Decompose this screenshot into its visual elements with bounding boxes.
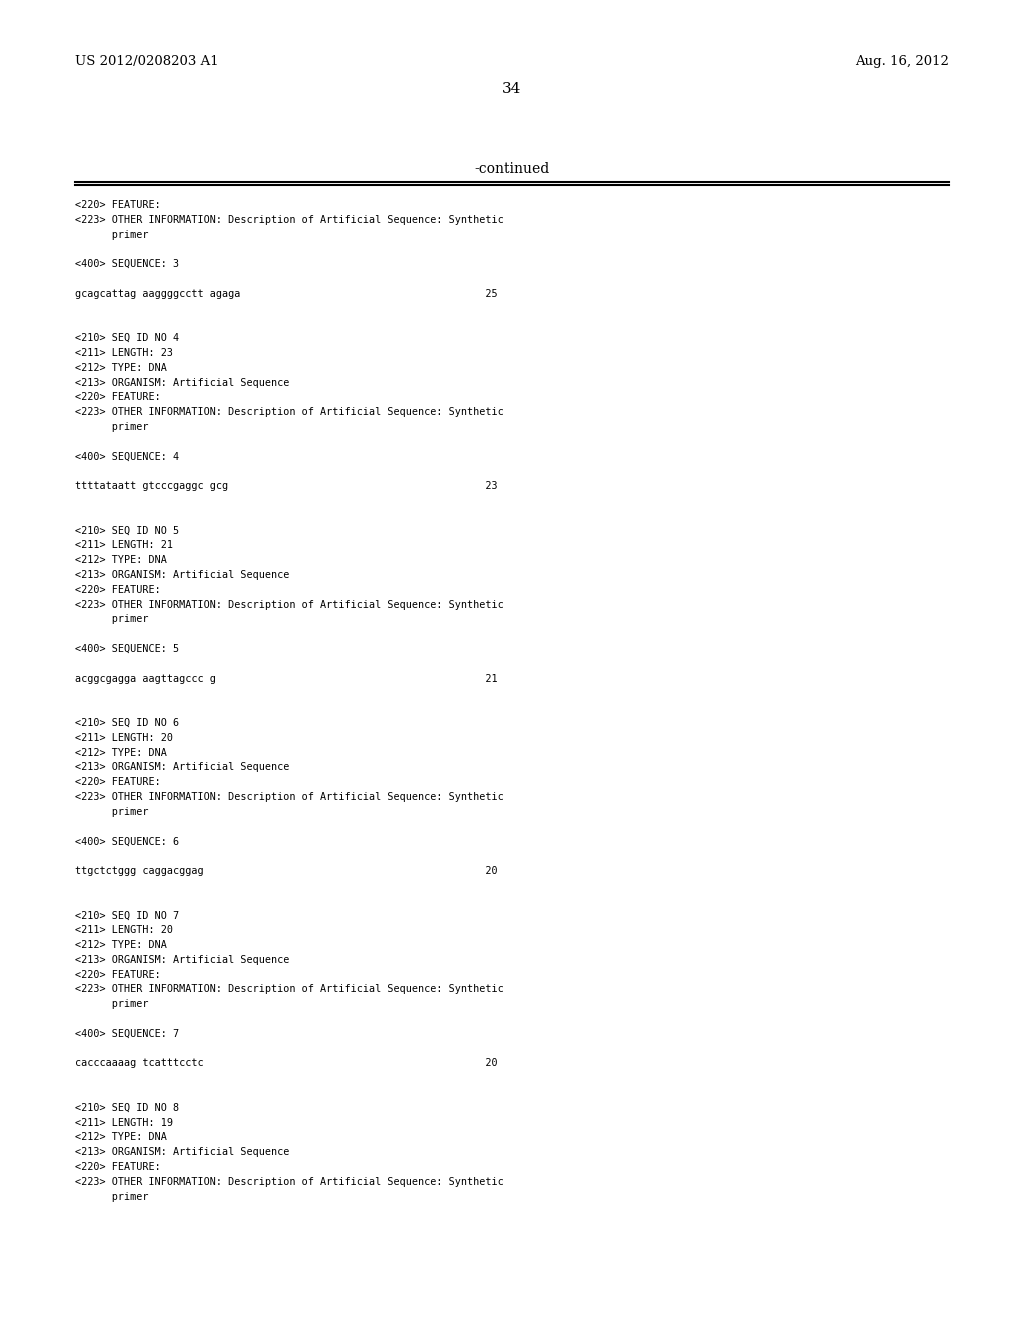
Text: <213> ORGANISM: Artificial Sequence: <213> ORGANISM: Artificial Sequence <box>75 763 290 772</box>
Text: <212> TYPE: DNA: <212> TYPE: DNA <box>75 556 167 565</box>
Text: primer: primer <box>75 999 148 1010</box>
Text: 34: 34 <box>503 82 521 96</box>
Text: <223> OTHER INFORMATION: Description of Artificial Sequence: Synthetic: <223> OTHER INFORMATION: Description of … <box>75 599 504 610</box>
Text: ttttataatt gtcccgaggc gcg                                          23: ttttataatt gtcccgaggc gcg 23 <box>75 482 498 491</box>
Text: <220> FEATURE:: <220> FEATURE: <box>75 392 161 403</box>
Text: <400> SEQUENCE: 5: <400> SEQUENCE: 5 <box>75 644 179 653</box>
Text: <223> OTHER INFORMATION: Description of Artificial Sequence: Synthetic: <223> OTHER INFORMATION: Description of … <box>75 985 504 994</box>
Text: <223> OTHER INFORMATION: Description of Artificial Sequence: Synthetic: <223> OTHER INFORMATION: Description of … <box>75 407 504 417</box>
Text: <211> LENGTH: 23: <211> LENGTH: 23 <box>75 348 173 358</box>
Text: <223> OTHER INFORMATION: Description of Artificial Sequence: Synthetic: <223> OTHER INFORMATION: Description of … <box>75 215 504 224</box>
Text: <210> SEQ ID NO 7: <210> SEQ ID NO 7 <box>75 911 179 920</box>
Text: <211> LENGTH: 21: <211> LENGTH: 21 <box>75 540 173 550</box>
Text: primer: primer <box>75 614 148 624</box>
Text: <211> LENGTH: 20: <211> LENGTH: 20 <box>75 733 173 743</box>
Text: <223> OTHER INFORMATION: Description of Artificial Sequence: Synthetic: <223> OTHER INFORMATION: Description of … <box>75 792 504 803</box>
Text: <400> SEQUENCE: 7: <400> SEQUENCE: 7 <box>75 1028 179 1039</box>
Text: <220> FEATURE:: <220> FEATURE: <box>75 201 161 210</box>
Text: primer: primer <box>75 230 148 240</box>
Text: <210> SEQ ID NO 6: <210> SEQ ID NO 6 <box>75 718 179 729</box>
Text: <211> LENGTH: 20: <211> LENGTH: 20 <box>75 925 173 935</box>
Text: <212> TYPE: DNA: <212> TYPE: DNA <box>75 747 167 758</box>
Text: Aug. 16, 2012: Aug. 16, 2012 <box>855 55 949 69</box>
Text: <211> LENGTH: 19: <211> LENGTH: 19 <box>75 1118 173 1127</box>
Text: primer: primer <box>75 807 148 817</box>
Text: <212> TYPE: DNA: <212> TYPE: DNA <box>75 940 167 950</box>
Text: cacccaaaag tcatttcctc                                              20: cacccaaaag tcatttcctc 20 <box>75 1059 498 1068</box>
Text: -continued: -continued <box>474 162 550 176</box>
Text: <210> SEQ ID NO 5: <210> SEQ ID NO 5 <box>75 525 179 536</box>
Text: <213> ORGANISM: Artificial Sequence: <213> ORGANISM: Artificial Sequence <box>75 1147 290 1158</box>
Text: <220> FEATURE:: <220> FEATURE: <box>75 585 161 595</box>
Text: <212> TYPE: DNA: <212> TYPE: DNA <box>75 363 167 372</box>
Text: ttgctctggg caggacggag                                              20: ttgctctggg caggacggag 20 <box>75 866 498 876</box>
Text: US 2012/0208203 A1: US 2012/0208203 A1 <box>75 55 219 69</box>
Text: <220> FEATURE:: <220> FEATURE: <box>75 777 161 787</box>
Text: acggcgagga aagttagccc g                                            21: acggcgagga aagttagccc g 21 <box>75 673 498 684</box>
Text: <213> ORGANISM: Artificial Sequence: <213> ORGANISM: Artificial Sequence <box>75 954 290 965</box>
Text: <220> FEATURE:: <220> FEATURE: <box>75 970 161 979</box>
Text: primer: primer <box>75 1192 148 1201</box>
Text: primer: primer <box>75 422 148 432</box>
Text: <210> SEQ ID NO 8: <210> SEQ ID NO 8 <box>75 1102 179 1113</box>
Text: <400> SEQUENCE: 6: <400> SEQUENCE: 6 <box>75 837 179 846</box>
Text: <213> ORGANISM: Artificial Sequence: <213> ORGANISM: Artificial Sequence <box>75 570 290 579</box>
Text: <400> SEQUENCE: 3: <400> SEQUENCE: 3 <box>75 259 179 269</box>
Text: <400> SEQUENCE: 4: <400> SEQUENCE: 4 <box>75 451 179 462</box>
Text: <213> ORGANISM: Artificial Sequence: <213> ORGANISM: Artificial Sequence <box>75 378 290 388</box>
Text: <220> FEATURE:: <220> FEATURE: <box>75 1162 161 1172</box>
Text: <210> SEQ ID NO 4: <210> SEQ ID NO 4 <box>75 333 179 343</box>
Text: gcagcattag aaggggcctt agaga                                        25: gcagcattag aaggggcctt agaga 25 <box>75 289 498 298</box>
Text: <212> TYPE: DNA: <212> TYPE: DNA <box>75 1133 167 1142</box>
Text: <223> OTHER INFORMATION: Description of Artificial Sequence: Synthetic: <223> OTHER INFORMATION: Description of … <box>75 1177 504 1187</box>
